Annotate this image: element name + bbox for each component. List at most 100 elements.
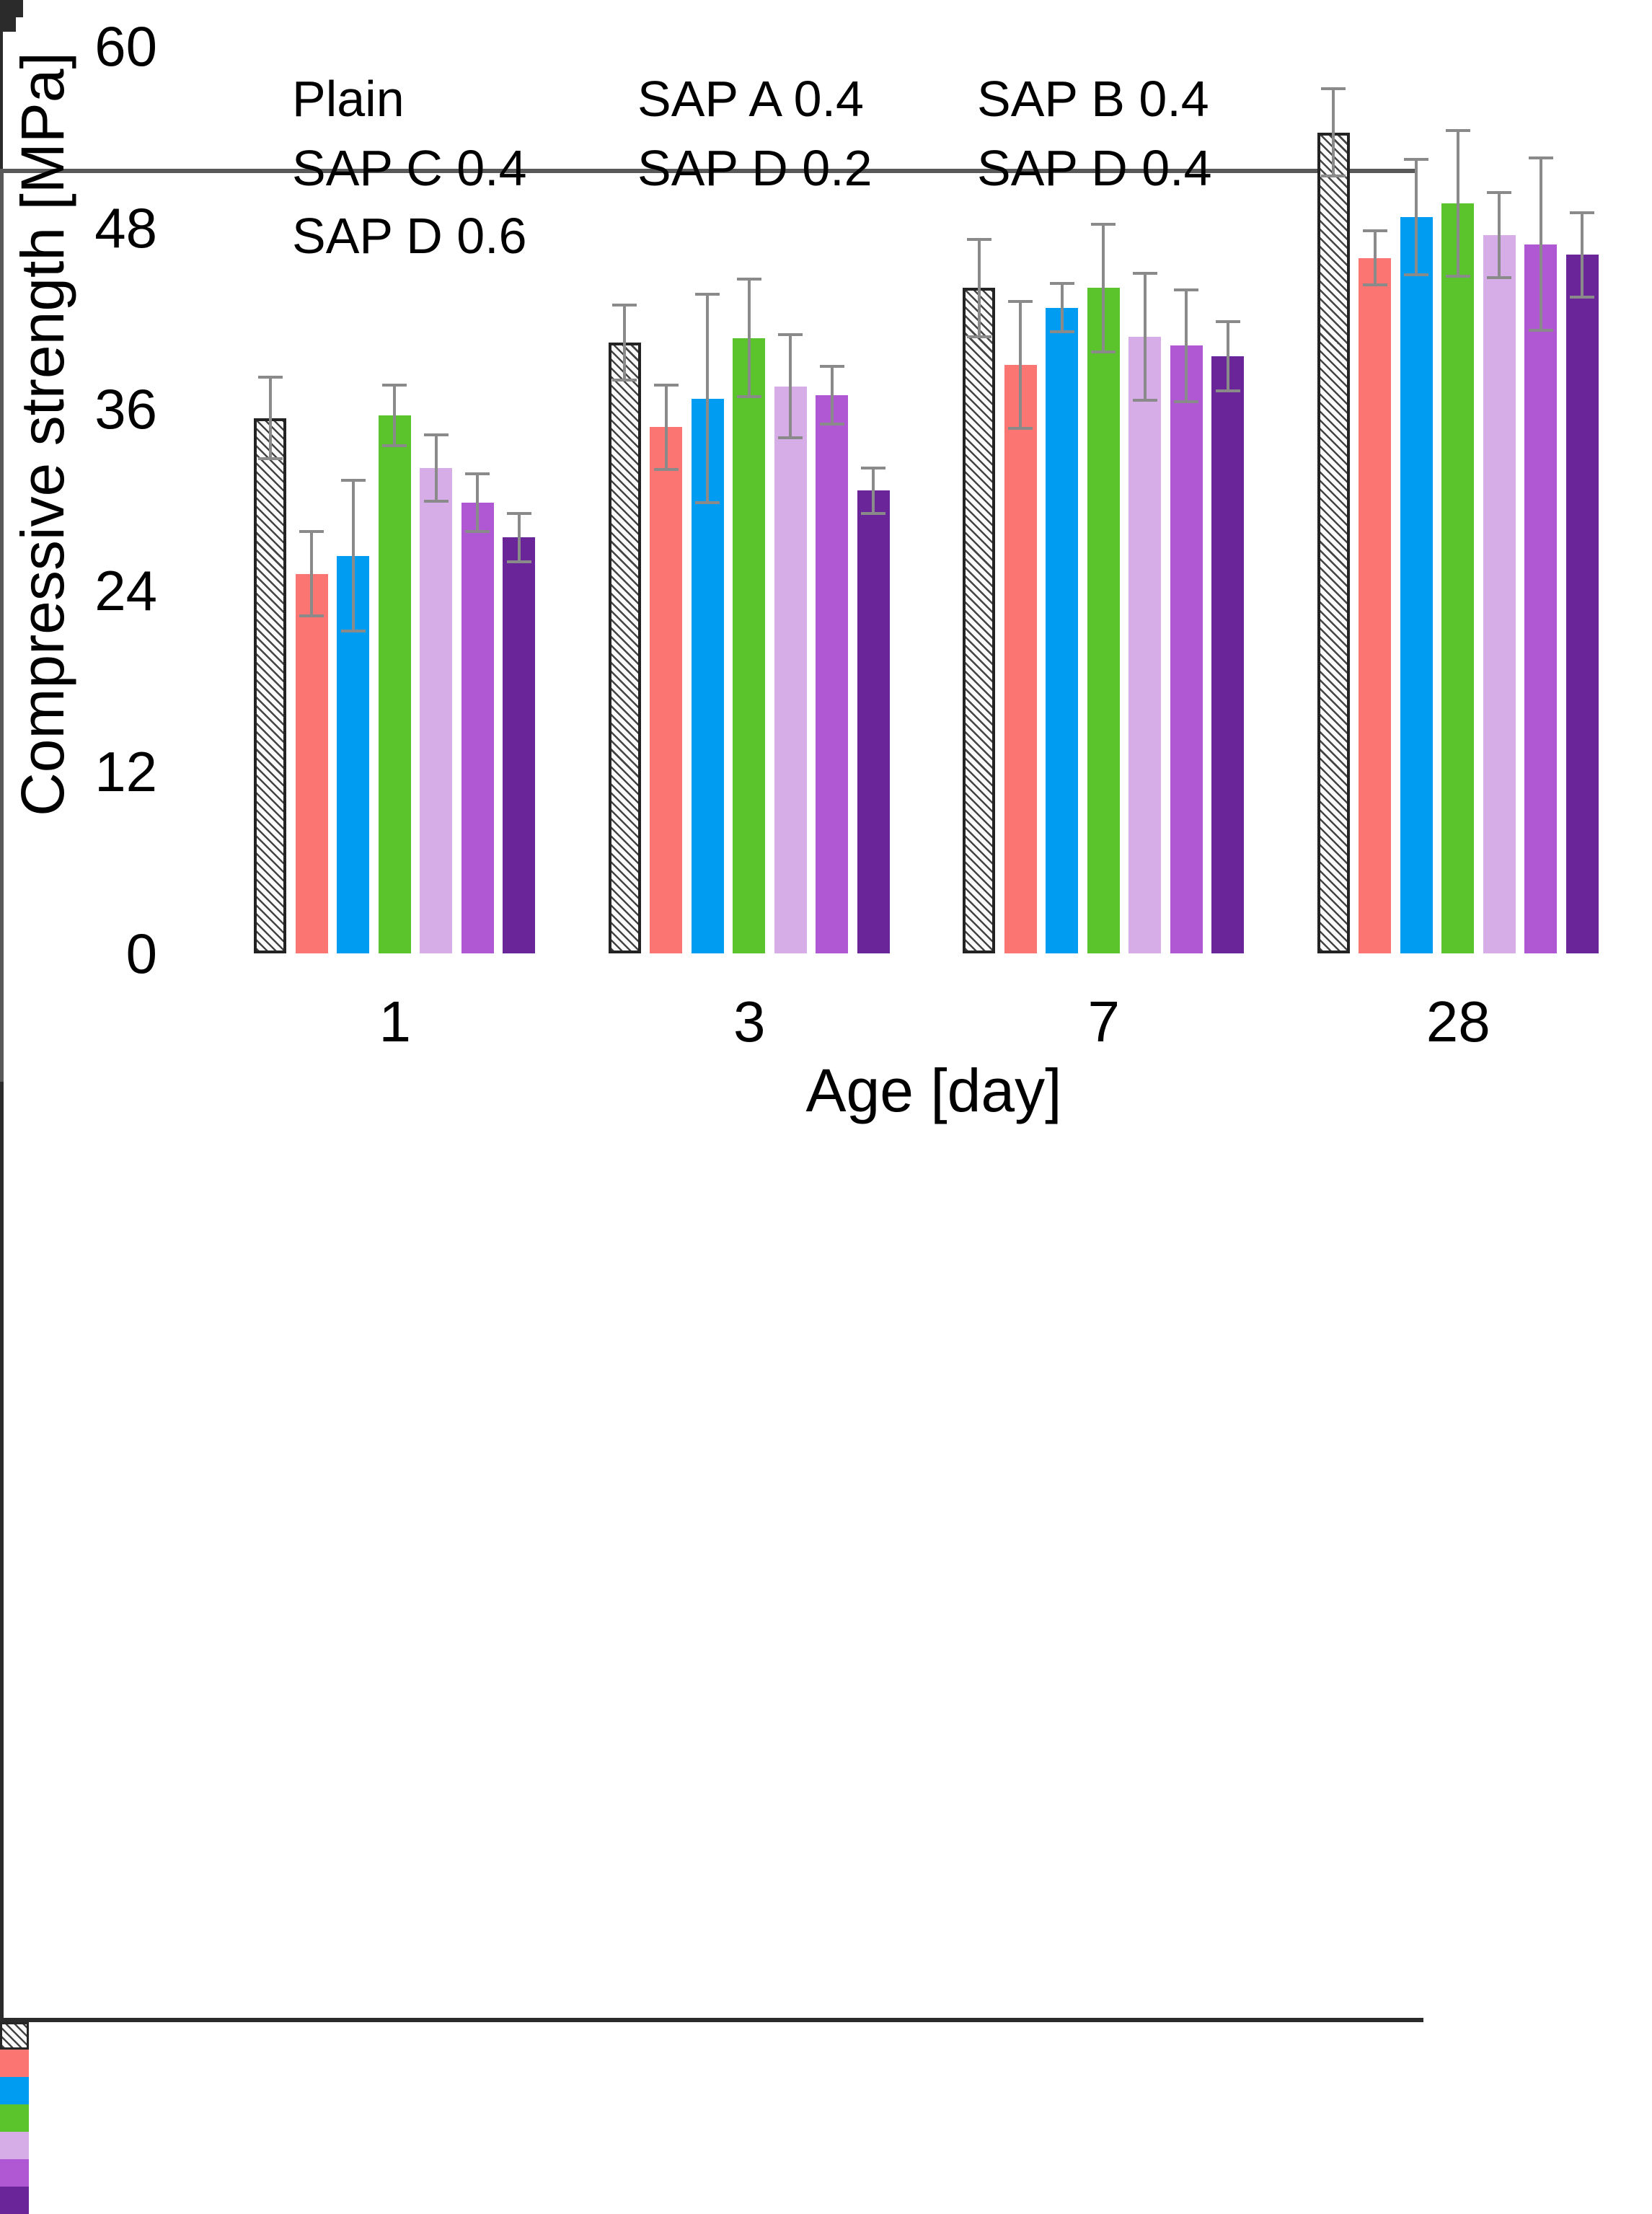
error-bar-cap-top [506, 511, 531, 515]
bar-sap-a-0-4-day-28 [1359, 257, 1391, 953]
legend-label-sap-d-0-2: SAP D 0.2 [637, 140, 873, 196]
error-bar-whisker [623, 304, 626, 381]
x-axis-line [0, 2018, 1423, 2022]
error-bar-cap-bottom [382, 444, 407, 447]
y-tick-label: 48 [94, 195, 157, 260]
y-tick-label: 12 [94, 740, 157, 804]
plot-right-border [0, 173, 4, 1082]
legend-label-sap-a-0-4: SAP A 0.4 [637, 71, 864, 127]
bar-plain-day-28 [1317, 132, 1350, 953]
error-bar-cap-top [1049, 282, 1074, 286]
error-bar-cap-top [861, 466, 885, 469]
error-bar-cap-bottom [1132, 398, 1157, 402]
error-bar-whisker [1332, 88, 1335, 177]
error-bar-whisker [268, 377, 272, 459]
error-bar-cap-top [1528, 156, 1553, 160]
error-bar-whisker [789, 335, 792, 438]
bar-sap-b-0-4-day-7 [1046, 307, 1078, 953]
error-bar-cap-top [423, 433, 449, 436]
legend-label-sap-d-0-6: SAP D 0.6 [292, 208, 527, 264]
error-bar-cap-top [966, 238, 991, 242]
error-bar-cap-top [1008, 300, 1033, 304]
bar-chart-figure: Compressive strength [MPa] Age [day] 0 12… [0, 0, 1599, 2214]
error-bar-cap-top [819, 365, 844, 369]
bar-sap-d-0-2-day-1 [420, 467, 452, 953]
plot-top-border [0, 169, 1418, 173]
y-major-tick [0, 12, 23, 14]
y-minor-tick [0, 17, 16, 20]
x-tick [0, 32, 3, 59]
bar-plain-day-7 [963, 288, 995, 953]
error-bar-cap-top [465, 472, 490, 476]
legend-label-plain: Plain [292, 71, 405, 127]
error-bar-whisker [706, 294, 709, 503]
error-bar-cap-top [1445, 129, 1470, 133]
y-major-tick [0, 6, 23, 9]
y-minor-tick [0, 20, 16, 23]
error-bar-cap-top [382, 383, 407, 387]
error-bar-whisker [517, 513, 521, 562]
error-bar-cap-bottom [423, 500, 449, 503]
error-bar-whisker [747, 278, 751, 397]
legend-swatch-sap-d-0-2 [0, 2132, 29, 2159]
y-minor-tick [0, 26, 16, 29]
error-bar-cap-bottom [1049, 330, 1074, 334]
error-bar-cap-bottom [1091, 350, 1116, 353]
error-bar-cap-bottom [257, 457, 283, 461]
error-bar-cap-top [695, 292, 720, 296]
legend-swatch-sap-c-0-4 [0, 2104, 29, 2132]
x-tick [0, 114, 3, 141]
error-bar-cap-bottom [1570, 296, 1594, 299]
x-tick-label: 1 [379, 989, 412, 1054]
error-bar-cap-top [340, 478, 366, 482]
error-bar-cap-bottom [695, 501, 720, 505]
bar-sap-c-0-4-day-7 [1087, 288, 1120, 953]
error-bar-whisker [1456, 131, 1459, 276]
error-bar-whisker [434, 434, 438, 502]
legend-label-sap-c-0-4: SAP C 0.4 [292, 140, 527, 196]
error-bar-cap-bottom [1008, 427, 1033, 431]
x-tick-label: 28 [1426, 989, 1490, 1054]
error-bar-whisker [1498, 193, 1501, 278]
error-bar-whisker [1581, 212, 1583, 298]
bar-sap-d-0-6-day-28 [1565, 255, 1599, 953]
x-tick [0, 87, 3, 114]
bar-sap-d-0-2-day-7 [1128, 336, 1161, 953]
y-minor-tick [0, 23, 16, 26]
error-bar-whisker [393, 384, 396, 446]
error-bar-whisker [1539, 158, 1542, 331]
error-bar-cap-bottom [1528, 329, 1553, 332]
bar-sap-d-0-2-day-3 [774, 386, 807, 953]
error-bar-cap-bottom [299, 614, 324, 618]
error-bar-cap-bottom [819, 423, 844, 426]
y-major-tick [0, 9, 23, 12]
error-bar-cap-top [1321, 87, 1346, 90]
bar-sap-b-0-4-day-28 [1400, 216, 1433, 953]
error-bar-whisker [1019, 301, 1022, 429]
error-bar-whisker [1373, 230, 1377, 286]
x-tick-label: 7 [1087, 989, 1121, 1054]
error-bar-cap-top [299, 530, 324, 534]
error-bar-cap-bottom [861, 511, 885, 515]
error-bar-whisker [1415, 159, 1418, 275]
error-bar-cap-bottom [1215, 389, 1240, 393]
bar-plain-day-1 [254, 418, 286, 953]
y-major-tick [0, 3, 23, 6]
error-bar-cap-bottom [736, 395, 761, 399]
error-bar-whisker [1226, 321, 1229, 392]
bar-sap-d-0-2-day-28 [1483, 235, 1516, 953]
bar-plain-day-3 [608, 342, 641, 953]
error-bar-whisker [1143, 273, 1147, 400]
error-bar-whisker [1102, 224, 1105, 352]
x-tick [0, 141, 3, 169]
error-bar-cap-top [1174, 288, 1198, 291]
error-bar-cap-bottom [340, 630, 366, 633]
bar-sap-d-0-6-day-7 [1211, 356, 1244, 953]
y-tick-label: 0 [125, 922, 157, 985]
error-bar-cap-top [1132, 271, 1157, 275]
error-bar-cap-top [612, 303, 637, 306]
bar-sap-c-0-4-day-28 [1441, 203, 1474, 953]
y-axis-line [0, 1082, 4, 2018]
bar-sap-d-0-4-day-7 [1170, 345, 1203, 953]
error-bar-whisker [351, 480, 355, 632]
